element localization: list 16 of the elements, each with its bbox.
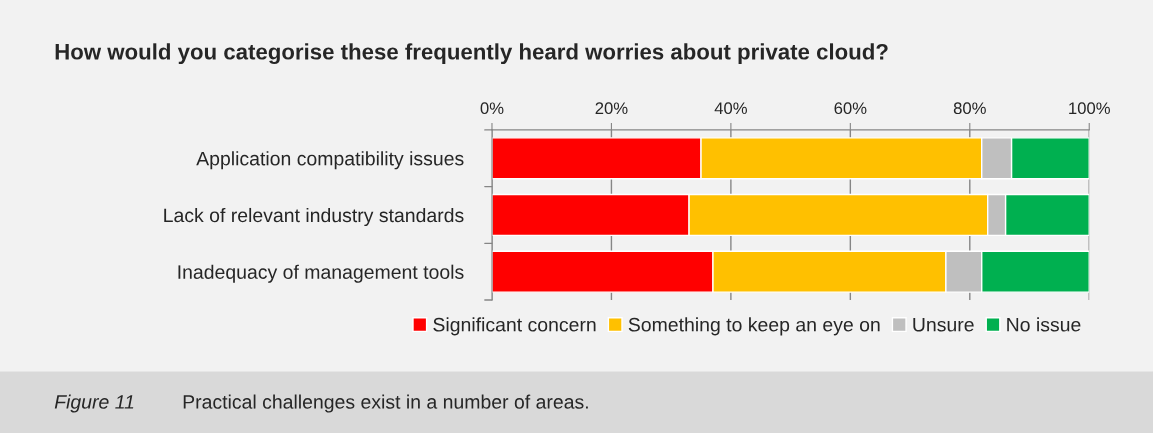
caption: Figure 11 xyxy=(54,394,134,413)
x-tick-label: 60% xyxy=(834,102,867,115)
x-tick-label: 100% xyxy=(1069,102,1110,115)
x-tick-label: 0% xyxy=(480,102,504,115)
chart-title: How would you categorise these frequently heard worries about private cloud? xyxy=(55,43,888,65)
legend-label: Significant concern xyxy=(433,317,596,336)
x-tick-label: 20% xyxy=(595,102,628,115)
legend-label: Unsure xyxy=(913,317,974,332)
legend-label: No issue xyxy=(1007,317,1081,332)
y-tick-label: Inadequacy of management tools xyxy=(178,264,464,283)
x-tick-label: 80% xyxy=(953,102,986,115)
legend-label: Something to keep an eye on xyxy=(628,317,880,336)
y-tick-label: Lack of relevant industry standards xyxy=(164,207,464,227)
x-tick-label: 40% xyxy=(714,102,747,115)
text: Practical challenges exist in a number of areas. xyxy=(183,394,588,413)
y-tick-label: Application compatibility issues xyxy=(196,151,464,170)
